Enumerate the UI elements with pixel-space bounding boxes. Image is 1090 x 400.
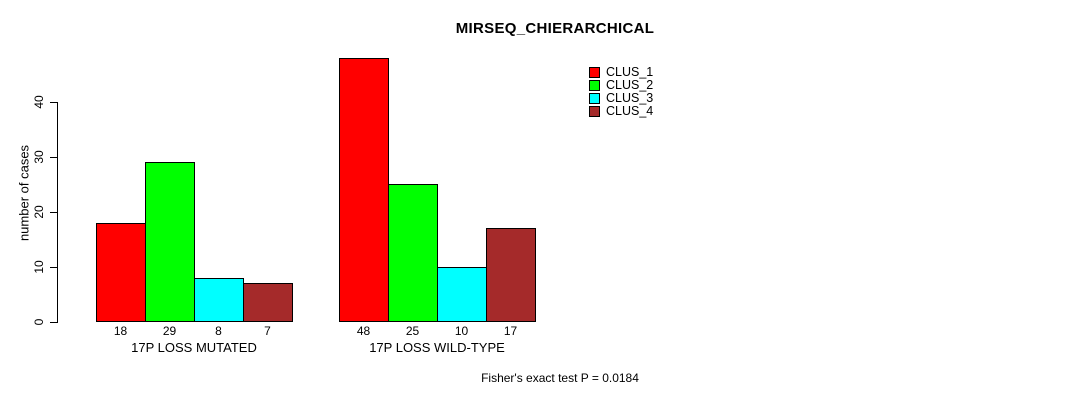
bar-value-label: 17 bbox=[503, 324, 518, 338]
bar-value-label: 7 bbox=[264, 324, 271, 338]
annotation-text: Fisher's exact test P = 0.0184 bbox=[481, 371, 639, 385]
legend-label: CLUS_3 bbox=[606, 91, 654, 105]
bar-clus_1 bbox=[339, 58, 389, 322]
legend-swatch-clus_1 bbox=[589, 66, 600, 78]
legend-swatch-clus_4 bbox=[589, 105, 600, 117]
y-axis-tick bbox=[50, 267, 57, 268]
bar-clus_1 bbox=[96, 223, 146, 322]
group-label: 17P LOSS MUTATED bbox=[131, 340, 257, 355]
bar-clus_2 bbox=[145, 162, 195, 322]
y-axis-tick-label: 40 bbox=[32, 95, 46, 109]
bar-clus_3 bbox=[437, 267, 487, 322]
bar-value-label: 10 bbox=[454, 324, 469, 338]
legend-row: CLUS_2 bbox=[589, 79, 653, 91]
bar-value-label: 29 bbox=[162, 324, 177, 338]
y-axis-tick-label: 10 bbox=[32, 260, 46, 274]
y-axis-tick-label: 0 bbox=[32, 318, 46, 326]
bar-clus_2 bbox=[388, 184, 438, 322]
bar-value-label: 18 bbox=[113, 324, 128, 338]
chart-title: MIRSEQ_CHIERARCHICAL bbox=[455, 20, 655, 37]
group-label: 17P LOSS WILD-TYPE bbox=[369, 340, 505, 355]
bar-clus_4 bbox=[486, 228, 536, 322]
bar-value-label: 48 bbox=[356, 324, 371, 338]
y-axis-tick bbox=[50, 322, 57, 323]
y-axis-tick bbox=[50, 102, 57, 103]
legend-swatch-clus_3 bbox=[589, 92, 600, 104]
y-axis-tick-label: 20 bbox=[32, 205, 46, 219]
y-axis-tick bbox=[50, 157, 57, 158]
bar-clus_4 bbox=[243, 283, 293, 322]
y-axis-tick bbox=[50, 212, 57, 213]
legend-label: CLUS_4 bbox=[606, 104, 654, 118]
bar-value-label: 25 bbox=[405, 324, 420, 338]
legend-label: CLUS_2 bbox=[606, 78, 654, 92]
bar-clus_3 bbox=[194, 278, 244, 322]
legend-row: CLUS_4 bbox=[589, 105, 653, 117]
bar-value-label: 8 bbox=[215, 324, 222, 338]
legend-row: CLUS_3 bbox=[589, 92, 653, 104]
legend-row: CLUS_1 bbox=[589, 66, 653, 78]
legend: CLUS_1 CLUS_2 CLUS_3 CLUS_4 bbox=[589, 66, 653, 118]
legend-swatch-clus_2 bbox=[589, 79, 600, 91]
y-axis-tick-label: 30 bbox=[32, 150, 46, 164]
legend-label: CLUS_1 bbox=[606, 65, 654, 79]
y-axis-line bbox=[57, 102, 58, 323]
